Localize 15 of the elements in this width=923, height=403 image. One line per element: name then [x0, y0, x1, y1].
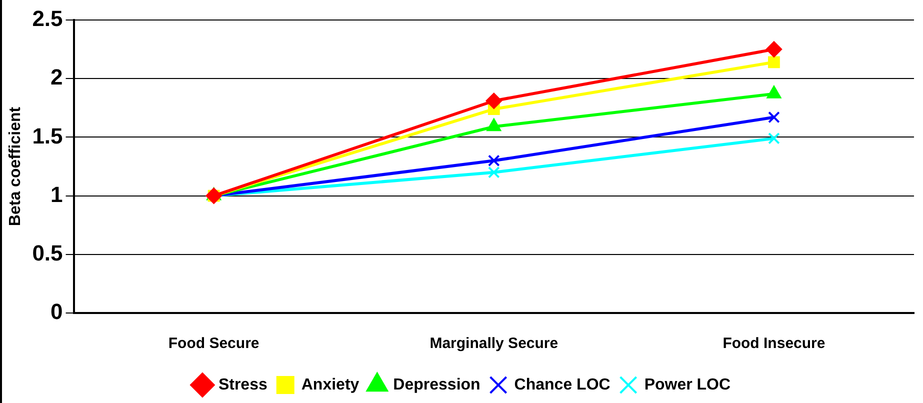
x-tick-label: Food Insecure [722, 335, 826, 352]
y-tick-label: 1 [50, 182, 63, 207]
legend-label: Power LOC [644, 376, 731, 394]
legend-label: Depression [393, 376, 480, 394]
y-tick-label: 0 [50, 299, 63, 324]
x-tick-label: Food Secure [168, 335, 260, 352]
y-tick-label: 2 [50, 64, 63, 90]
legend-label: Anxiety [301, 376, 360, 394]
x-tick-label: Marginally Secure [430, 335, 558, 352]
y-axis-title: Beta coefficient [7, 106, 24, 226]
legend-label: Chance LOC [514, 376, 611, 394]
y-tick-label: 1.5 [32, 123, 63, 148]
legend-label: Stress [218, 376, 268, 394]
y-tick-label: 2.5 [32, 6, 63, 32]
y-tick-label: 0.5 [32, 240, 63, 266]
